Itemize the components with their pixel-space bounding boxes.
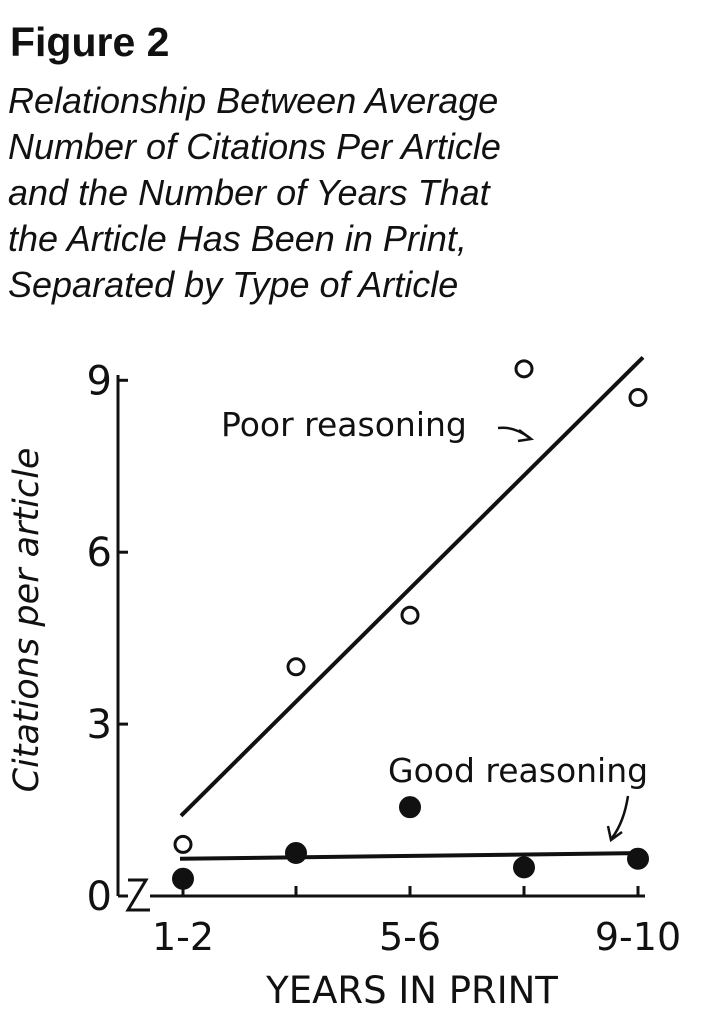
good-reasoning-arrow <box>610 795 630 839</box>
x-tick-label-5-6: 5-6 <box>379 915 441 959</box>
poor-reasoning-arrowhead <box>517 429 535 443</box>
x-axis-label: YEARS IN PRINT <box>265 969 558 1012</box>
data-points <box>172 359 649 890</box>
good-reasoning-point-3-4 <box>285 842 307 865</box>
poor-reasoning-label: Poor reasoning <box>221 405 467 444</box>
poor-reasoning-point-3-4 <box>286 657 306 677</box>
y-axis-label: Citations per article <box>7 448 47 793</box>
series-annotations: Poor reasoning Good reasoning <box>221 405 648 843</box>
axis-break-mark <box>125 878 150 912</box>
good-reasoning-trend-line <box>179 851 646 861</box>
good-reasoning-point-5-6 <box>399 796 421 819</box>
good-reasoning-point-7-8 <box>513 856 535 879</box>
good-reasoning-point-9-10 <box>627 847 649 870</box>
good-reasoning-arrowhead <box>606 825 623 843</box>
y-tick-label-0: 0 <box>87 874 112 920</box>
poor-reasoning-point-1-2 <box>173 834 193 854</box>
y-tick-label-9: 9 <box>87 358 112 404</box>
figure-label: Figure 2 <box>10 19 170 65</box>
figure-title: Relationship Between Average Number of C… <box>8 80 501 305</box>
y-tick-label-6: 6 <box>87 530 112 576</box>
ticks: 0 3 6 9 1-2 5-6 9-10 <box>87 358 682 959</box>
good-reasoning-label: Good reasoning <box>388 751 648 790</box>
x-tick-label-1-2: 1-2 <box>152 915 214 959</box>
poor-reasoning-trend-line <box>179 355 645 818</box>
poor-reasoning-point-5-6 <box>400 605 420 625</box>
poor-reasoning-point-9-10 <box>628 387 648 407</box>
x-tick-label-9-10: 9-10 <box>595 915 681 959</box>
y-tick-label-3: 3 <box>87 702 112 748</box>
axes <box>116 375 645 912</box>
poor-reasoning-arrow <box>497 426 531 440</box>
poor-reasoning-point-7-8 <box>514 359 534 379</box>
good-reasoning-point-1-2 <box>172 867 194 890</box>
trend-lines <box>179 355 646 861</box>
